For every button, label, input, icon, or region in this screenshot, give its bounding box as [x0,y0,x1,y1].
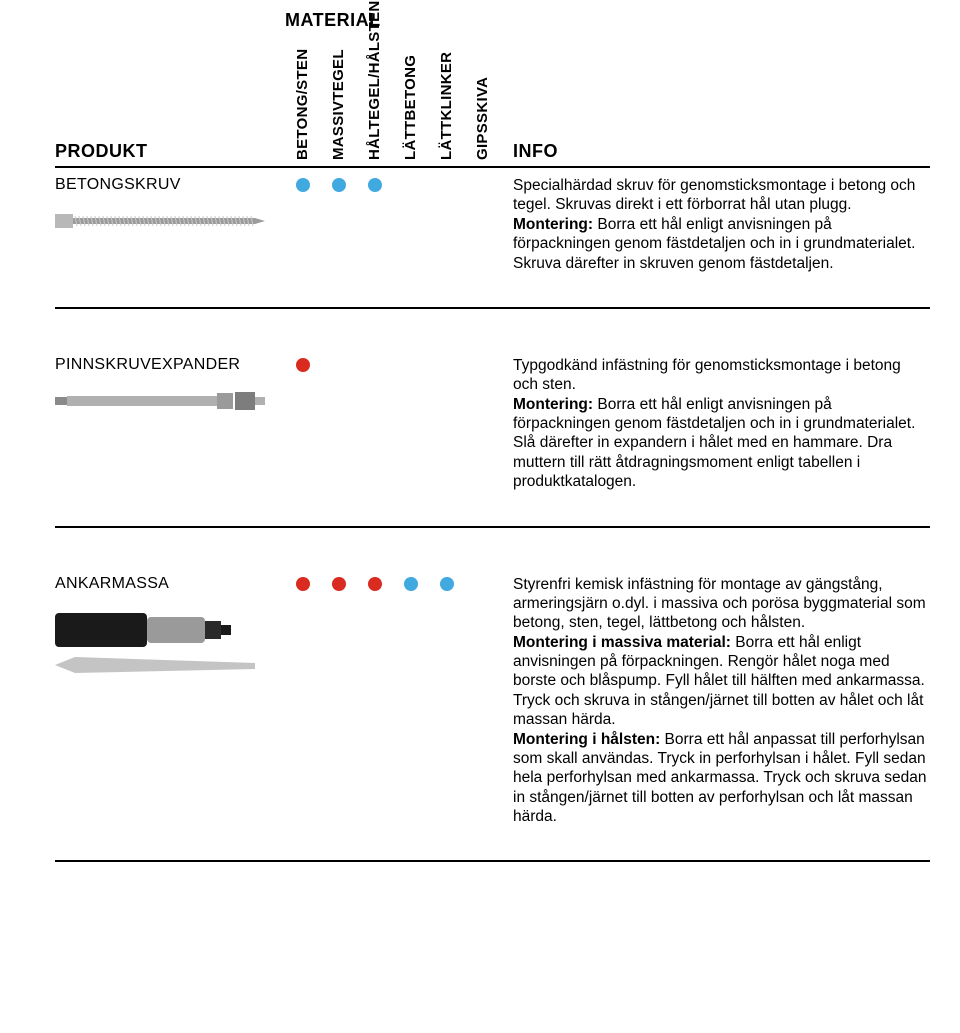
compatibility-dot [368,178,382,192]
col-header-material: GIPSSKIVA [465,37,501,167]
col-header-material: HÅLTEGEL/HÅLSTEN [357,37,393,167]
material-cell [465,567,501,862]
spacer-row [55,308,930,348]
product-info: Specialhärdad skruv för genomsticksmonta… [501,167,930,308]
compatibility-dot [296,358,310,372]
compatibility-dot [332,178,346,192]
product-material-table: PRODUKT BETONG/STEN MASSIVTEGEL HÅLTEGEL… [55,37,930,862]
compatibility-dot [332,577,346,591]
material-cell [429,167,465,308]
table-header-row: PRODUKT BETONG/STEN MASSIVTEGEL HÅLTEGEL… [55,37,930,167]
material-cell [321,167,357,308]
product-illustration [55,607,279,682]
col-header-material: BETONG/STEN [285,37,321,167]
material-cell [285,348,321,527]
material-cell [321,348,357,527]
spacer-row [55,527,930,567]
col-header-material: LÄTTBETONG [393,37,429,167]
material-cell [465,348,501,527]
compatibility-dot [368,577,382,591]
product-name: PINNSKRUVEXPANDER [55,356,279,374]
compatibility-dot [296,178,310,192]
product-name-cell: BETONGSKRUV [55,167,285,308]
product-illustration [55,388,279,419]
product-name: ANKARMASSA [55,575,279,593]
material-cell [285,167,321,308]
table-row: PINNSKRUVEXPANDER Typgodkänd infästning f… [55,348,930,527]
compatibility-dot [404,577,418,591]
col-header-material: LÄTTKLINKER [429,37,465,167]
compatibility-dot [440,577,454,591]
product-info: Typgodkänd infästning för genomsticksmon… [501,348,930,527]
product-illustration [55,208,279,239]
material-cell [393,348,429,527]
material-cell [357,567,393,862]
product-info: Styrenfri kemisk infästning för montage … [501,567,930,862]
material-cell [357,167,393,308]
table-row: ANKARMASSA Styrenfri kemisk infästning fö… [55,567,930,862]
col-header-info: INFO [501,37,930,167]
material-cell [393,167,429,308]
table-row: BETONGSKRUV Specialhärdad skruv för genom… [55,167,930,308]
material-cell [321,567,357,862]
product-name-cell: PINNSKRUVEXPANDER [55,348,285,527]
material-cell [393,567,429,862]
col-header-material: MASSIVTEGEL [321,37,357,167]
material-cell [465,167,501,308]
col-header-product: PRODUKT [55,37,285,167]
material-cell [285,567,321,862]
material-cell [429,567,465,862]
material-cell [429,348,465,527]
product-name-cell: ANKARMASSA [55,567,285,862]
product-name: BETONGSKRUV [55,176,279,194]
material-cell [357,348,393,527]
compatibility-dot [296,577,310,591]
